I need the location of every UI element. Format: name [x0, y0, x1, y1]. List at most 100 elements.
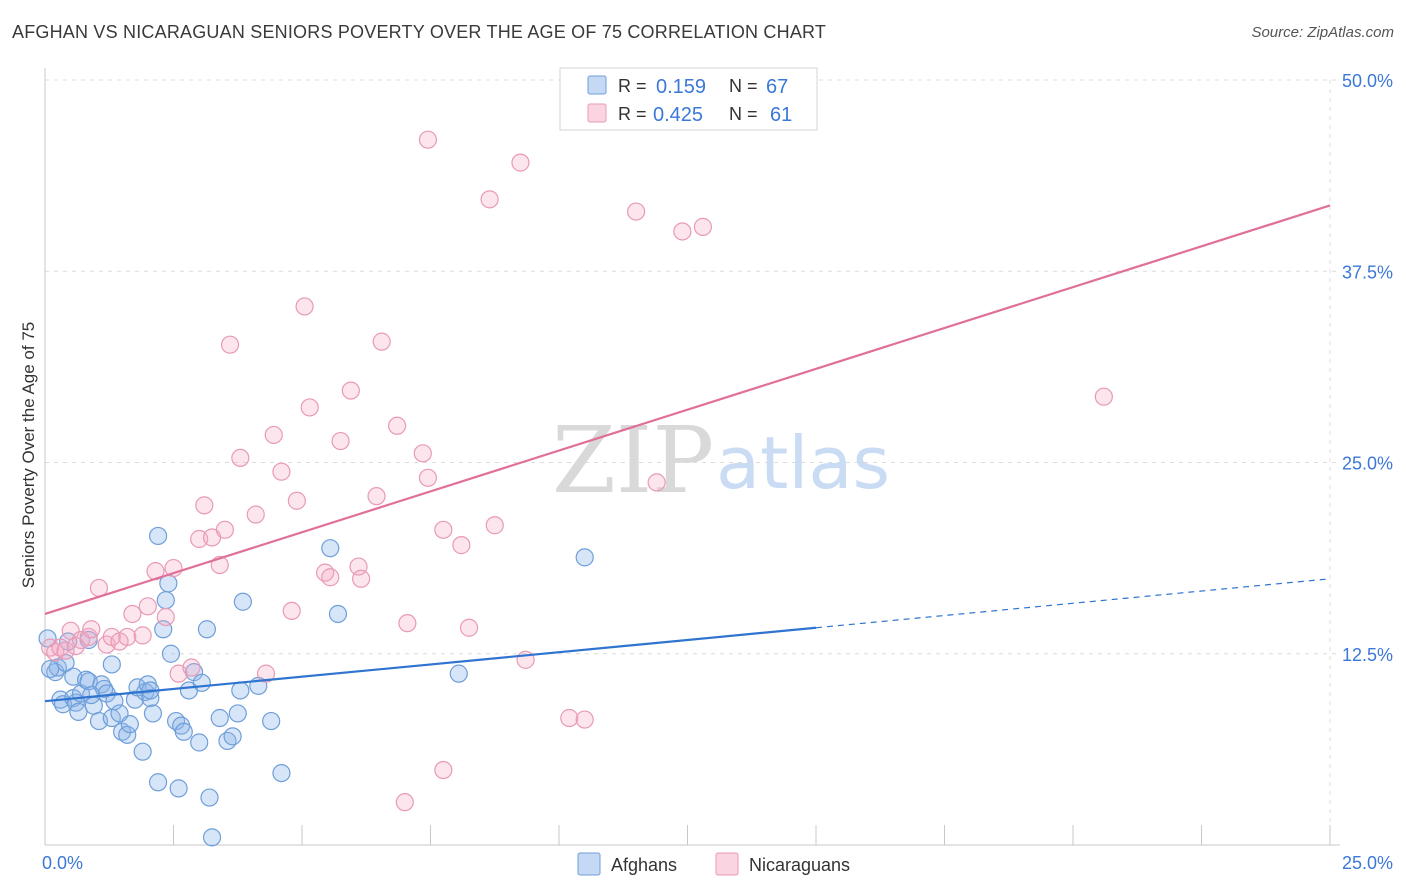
- legend-afghans-n-label: N =: [729, 76, 758, 96]
- x-tick-label-0: 0.0%: [42, 853, 83, 873]
- nicaraguans-points: [41, 130, 1113, 812]
- nicaraguan-point-65: [395, 793, 414, 812]
- afghans-trend-line: [44, 626, 817, 703]
- nicaraguan-point-58: [560, 708, 579, 728]
- nicaraguan-point-46: [398, 614, 417, 633]
- nicaraguan-point-30: [256, 664, 276, 683]
- y-tick-label-1: 25.0%: [1342, 454, 1393, 474]
- afghan-point-63: [575, 548, 594, 567]
- afghan-point-46: [190, 733, 209, 752]
- afghan-point-59: [272, 763, 291, 783]
- y-tick-label-3: 50.0%: [1342, 71, 1393, 91]
- chart-title: AFGHAN VS NICARAGUAN SENIORS POVERTY OVE…: [12, 22, 827, 42]
- afghan-point-35: [148, 526, 168, 546]
- nicaraguan-point-36: [300, 398, 319, 417]
- afghan-point-24: [112, 722, 132, 741]
- nicaraguan-point-64: [1094, 387, 1113, 406]
- bottom-legend: Afghans Nicaraguans: [577, 852, 850, 876]
- afghan-point-54: [228, 704, 247, 723]
- nicaraguan-point-16: [138, 597, 157, 616]
- afghan-point-10: [69, 702, 88, 721]
- legend-nicaraguans-r-value: 0.425: [653, 104, 703, 126]
- nicaraguan-point-55: [485, 516, 504, 535]
- nicaraguan-point-15: [133, 626, 152, 645]
- nicaraguan-point-29: [246, 505, 265, 524]
- nicaraguan-point-3: [56, 641, 75, 660]
- afghan-point-32: [141, 689, 160, 708]
- nicaraguan-point-61: [647, 473, 666, 492]
- y-tick-label-0: 12.5%: [1342, 645, 1393, 665]
- nicaraguan-point-42: [352, 569, 371, 588]
- afghan-point-37: [156, 591, 175, 610]
- afghan-point-43: [174, 722, 193, 741]
- afghan-point-60: [321, 539, 340, 558]
- nicaraguan-point-62: [673, 222, 692, 241]
- source-label: Source: ZipAtlas.com: [1251, 24, 1394, 41]
- x-tick-labels: 0.0% 25.0%: [42, 853, 1393, 873]
- legend-nicaraguans-n-label: N =: [729, 104, 758, 124]
- afghan-point-49: [200, 788, 219, 807]
- afghan-point-21: [102, 655, 121, 674]
- afghan-point-65: [82, 685, 101, 705]
- afghan-point-34: [148, 773, 168, 792]
- bottom-legend-afghans-swatch: [577, 852, 601, 876]
- nicaraguan-point-35: [295, 297, 314, 316]
- afghan-point-53: [223, 727, 242, 746]
- legend-afghans-r-label: R =: [618, 76, 647, 96]
- afghan-point-48: [197, 620, 217, 639]
- nicaraguan-point-59: [575, 710, 594, 729]
- nicaraguan-point-38: [321, 568, 340, 587]
- nicaraguan-point-32: [272, 462, 291, 481]
- afghan-point-41: [169, 779, 188, 798]
- nicaraguan-point-21: [182, 658, 201, 677]
- trend-lines: [44, 204, 1331, 703]
- nicaraguan-point-8: [82, 620, 101, 639]
- afghan-point-51: [210, 708, 229, 728]
- x-tick-label-1: 25.0%: [1342, 853, 1393, 873]
- top-legend: R = 0.159 N = 67 R = 0.425 N = 61: [559, 67, 818, 131]
- nicaraguan-point-63: [693, 217, 713, 236]
- nicaraguan-point-43: [367, 487, 386, 506]
- afghan-point-26: [120, 715, 139, 734]
- nicaraguan-point-45: [387, 416, 407, 435]
- nicaraguan-point-28: [231, 448, 250, 468]
- afghan-point-61: [328, 604, 348, 624]
- nicaraguan-point-13: [118, 627, 137, 647]
- afghan-point-33: [143, 704, 163, 723]
- afghan-point-29: [133, 742, 152, 761]
- afghan-point-39: [161, 644, 181, 663]
- afghan-point-47: [192, 673, 211, 692]
- nicaraguan-point-39: [331, 431, 350, 451]
- nicaraguan-point-52: [452, 536, 471, 555]
- nicaraguan-point-47: [413, 444, 432, 463]
- nicaraguan-point-56: [511, 153, 530, 172]
- nicaraguan-point-53: [459, 618, 479, 637]
- legend-afghans-r-value: 0.159: [656, 76, 706, 98]
- nicaraguan-point-14: [123, 604, 142, 624]
- nicaraguan-point-23: [195, 496, 214, 515]
- nicaraguan-point-34: [287, 491, 306, 510]
- nicaraguan-point-50: [434, 520, 453, 539]
- legend-nicaraguans-n-value: 61: [770, 104, 792, 126]
- bottom-legend-nicaraguans-swatch: [715, 852, 739, 876]
- nicaraguan-point-33: [282, 601, 301, 621]
- legend-afghans-swatch: [587, 75, 607, 95]
- nicaraguan-point-44: [372, 332, 391, 351]
- watermark-zip: ZIP: [552, 407, 714, 514]
- afghans-points: [38, 526, 594, 847]
- y-tick-labels: 12.5% 25.0% 37.5% 50.0%: [1342, 71, 1393, 665]
- bottom-legend-nicaraguans-label: Nicaraguans: [749, 855, 850, 875]
- afghan-point-56: [233, 592, 252, 611]
- nicaraguan-point-27: [220, 335, 240, 354]
- y-axis-label: Seniors Poverty Over the Age of 75: [19, 322, 38, 588]
- nicaraguans-trend-line: [44, 204, 1331, 616]
- nicaraguan-point-51: [434, 760, 453, 780]
- nicaraguan-point-40: [341, 381, 360, 400]
- legend-afghans-n-value: 67: [766, 76, 788, 98]
- axes: [44, 68, 1340, 846]
- legend-nicaraguans-swatch: [587, 103, 607, 123]
- nicaraguan-point-60: [626, 202, 646, 221]
- afghan-point-55: [231, 681, 250, 700]
- nicaraguan-point-26: [215, 520, 234, 539]
- nicaraguan-point-31: [264, 425, 283, 445]
